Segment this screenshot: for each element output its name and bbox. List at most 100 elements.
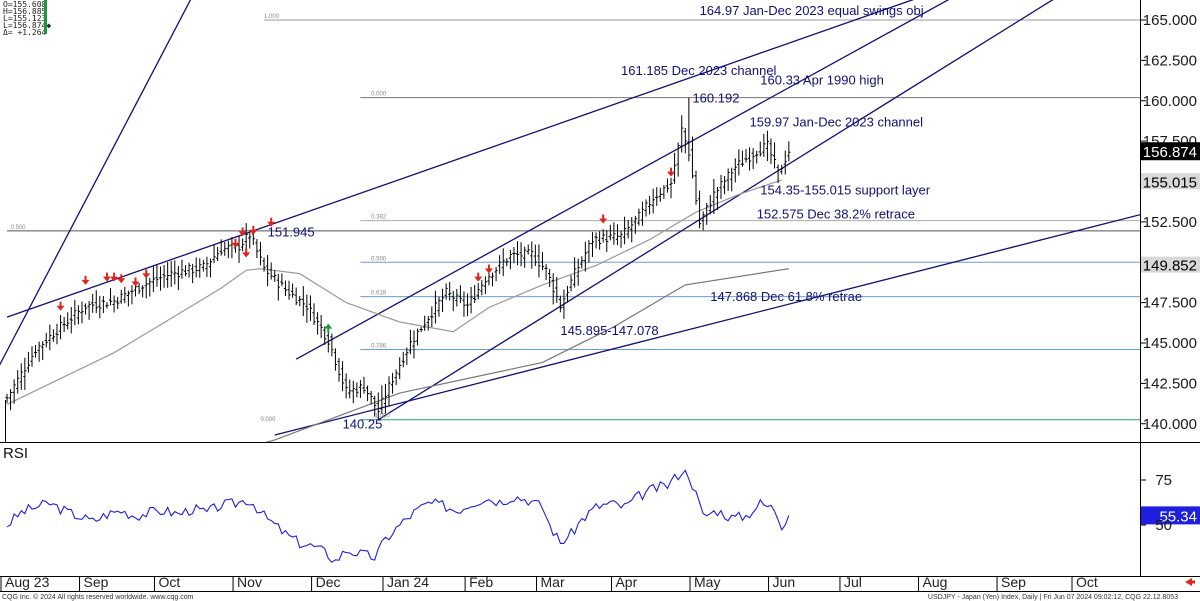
time-axis-label: Oct	[1076, 574, 1098, 590]
ohlc-bar	[91, 293, 95, 313]
ohlc-bar	[262, 257, 266, 272]
ohlc-bar	[83, 303, 88, 315]
ohlc-bar	[108, 288, 113, 306]
ohlc-bar	[623, 216, 627, 245]
sell-signal-arrow-icon	[117, 274, 126, 284]
ohlc-bar	[187, 262, 191, 278]
time-axis-label: Aug	[922, 574, 947, 590]
sell-arrow-shaft	[602, 214, 605, 220]
ohlc-bar	[565, 285, 570, 302]
sell-arrow-shaft	[270, 217, 273, 223]
ohlc-bar	[619, 230, 623, 248]
price-tag-box	[1141, 256, 1200, 273]
ohlc-bar	[705, 203, 709, 225]
ohlc-bar	[276, 273, 280, 301]
ohlc-bar	[98, 295, 102, 319]
ohlc-bar	[226, 240, 230, 259]
ohlc-bar	[155, 265, 159, 287]
time-axis-label: Feb	[469, 574, 493, 590]
ohlc-bar	[126, 290, 130, 307]
ohlc-bar	[480, 280, 484, 296]
ohlc-bar	[116, 296, 120, 309]
ohlc-bar	[258, 241, 263, 266]
ohlc-bar	[526, 244, 530, 255]
ohlc-bar	[5, 393, 9, 404]
ohlc-bar	[365, 385, 370, 402]
ohlc-bar	[665, 178, 670, 193]
sell-signal-arrow-icon	[142, 269, 151, 279]
ohlc-bar	[683, 128, 687, 154]
ohlc-bar	[712, 178, 716, 215]
sell-signal-arrow-icon	[238, 227, 247, 237]
ohlc-bar	[198, 258, 202, 278]
time-axis-label: Nov	[237, 574, 262, 590]
fib-level-label: 0.000	[260, 417, 276, 423]
ohlc-bar	[544, 264, 548, 281]
ohlc-bar	[158, 266, 163, 291]
ohlc-bar	[730, 167, 734, 192]
ohlc-bar	[612, 222, 616, 245]
ohlc-bar	[630, 217, 634, 243]
ohlc-bar	[412, 330, 416, 359]
chart-annotation: 152.575 Dec 38.2% retrace	[757, 207, 915, 222]
price-panel: 1.000 0.000 0.382 0.500 0.500 0.618 0.786 1.000…	[0, 0, 1140, 442]
ohlc-bar	[41, 341, 45, 361]
ohlc-bar	[530, 241, 534, 269]
ohlc-bar	[80, 301, 84, 324]
ohlc-bar	[640, 201, 645, 226]
ohlc-bar	[637, 208, 641, 226]
ohlc-bar	[715, 186, 720, 211]
ohlc-bar	[737, 149, 741, 176]
ohlc-bar	[669, 177, 673, 199]
chart-annotation: 160.192	[692, 90, 739, 105]
ohlc-bar	[373, 395, 377, 417]
price-axis-label: 140.000	[1143, 416, 1197, 433]
ohlc-bar	[605, 230, 609, 252]
ohlc-bar	[501, 248, 505, 277]
sell-arrow-head	[81, 279, 90, 285]
sell-arrow-shaft	[252, 225, 255, 231]
price-tag-label: 149.852	[1143, 258, 1197, 275]
sell-signal-arrow-icon	[131, 277, 140, 287]
sell-signal-arrow-icon	[81, 275, 90, 285]
ohlc-bar	[601, 229, 605, 243]
ohlc-bar	[697, 190, 702, 229]
ohlc-bar	[662, 185, 666, 199]
ohlc-bar	[23, 357, 27, 390]
ohlc-bar	[590, 232, 595, 258]
ohlc-bar	[287, 280, 291, 300]
ohlc-bar	[298, 295, 302, 307]
ohlc-bar	[376, 392, 380, 420]
footer-copyright: CQG Inc. © 2024 All rights reserved worl…	[2, 593, 194, 601]
moving-average-line	[265, 268, 789, 442]
ohlc-bar	[266, 255, 270, 287]
ohlc-bar	[369, 391, 373, 405]
ohlc-bar	[569, 275, 573, 292]
ohlc-bar	[380, 385, 384, 414]
ohlc-info-box: O=155.608 H=156.885 L=155.123 L=156.874◆…	[0, 0, 51, 37]
ohlc-bar	[101, 296, 105, 314]
ohlc-bar	[755, 150, 759, 164]
sell-arrow-shaft	[113, 272, 116, 278]
ohlc-bar	[26, 352, 31, 373]
ohlc-bar	[30, 346, 34, 367]
ohlc-bar	[176, 265, 180, 291]
fib-level-label: 0.382	[371, 215, 387, 221]
time-axis-label: Apr	[615, 574, 637, 590]
ohlc-bar	[383, 383, 388, 414]
scroll-arrow-icon[interactable]	[1185, 578, 1195, 586]
fib-level-label: 0.500	[11, 225, 27, 231]
ohlc-bar	[462, 291, 466, 317]
ohlc-bar	[201, 259, 205, 272]
ohlc-bar	[130, 285, 134, 305]
footer-info: USDJPY - Japan (Yen) Index, Daily | Fri …	[928, 594, 1178, 601]
ohlc-bar	[508, 249, 512, 270]
ohlc-bar	[787, 141, 791, 162]
ohlc-open: O=155.608	[3, 0, 47, 9]
ohlc-bar	[255, 239, 259, 259]
ohlc-bar	[348, 379, 352, 399]
price-tag-box	[1141, 173, 1200, 190]
ohlc-bar	[708, 194, 712, 215]
ohlc-bar	[648, 195, 652, 215]
